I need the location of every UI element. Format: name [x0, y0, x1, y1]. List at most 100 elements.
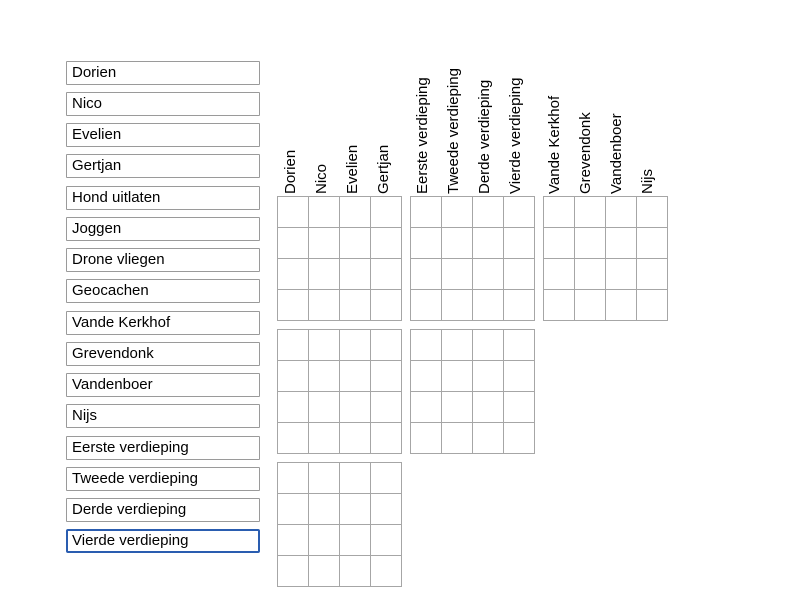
row-label-vandenboer[interactable]: Vandenboer: [66, 373, 260, 397]
grid-cell[interactable]: [411, 330, 442, 361]
row-label-nico[interactable]: Nico: [66, 92, 260, 116]
grid-cell[interactable]: [278, 361, 309, 392]
grid-cell[interactable]: [371, 259, 402, 290]
grid-cell[interactable]: [309, 259, 340, 290]
grid-cell[interactable]: [278, 330, 309, 361]
grid-cell[interactable]: [340, 463, 371, 494]
grid-cell[interactable]: [309, 290, 340, 321]
grid-cell[interactable]: [278, 290, 309, 321]
grid-cell[interactable]: [504, 228, 535, 259]
grid-cell[interactable]: [637, 228, 668, 259]
row-label-eerste-verdieping[interactable]: Eerste verdieping: [66, 436, 260, 460]
grid-cell[interactable]: [473, 423, 504, 454]
grid-cell[interactable]: [309, 494, 340, 525]
row-label-vande-kerkhof[interactable]: Vande Kerkhof: [66, 311, 260, 335]
grid-cell[interactable]: [544, 197, 575, 228]
grid-cell[interactable]: [637, 290, 668, 321]
grid-cell[interactable]: [340, 228, 371, 259]
grid-cell[interactable]: [309, 197, 340, 228]
grid-cell[interactable]: [340, 525, 371, 556]
grid-cell[interactable]: [340, 423, 371, 454]
grid-cell[interactable]: [473, 290, 504, 321]
grid-cell[interactable]: [309, 361, 340, 392]
grid-cell[interactable]: [278, 228, 309, 259]
grid-cell[interactable]: [473, 259, 504, 290]
grid-cell[interactable]: [606, 228, 637, 259]
grid-cell[interactable]: [504, 361, 535, 392]
grid-cell[interactable]: [504, 259, 535, 290]
grid-cell[interactable]: [371, 463, 402, 494]
grid-cell[interactable]: [340, 361, 371, 392]
row-label-grevendonk[interactable]: Grevendonk: [66, 342, 260, 366]
grid-cell[interactable]: [411, 392, 442, 423]
row-label-drone-vliegen[interactable]: Drone vliegen: [66, 248, 260, 272]
grid-cell[interactable]: [504, 290, 535, 321]
grid-cell[interactable]: [309, 228, 340, 259]
grid-cell[interactable]: [442, 330, 473, 361]
grid-cell[interactable]: [340, 290, 371, 321]
row-label-tweede-verdieping[interactable]: Tweede verdieping: [66, 467, 260, 491]
row-label-vierde-verdieping[interactable]: Vierde verdieping: [66, 529, 260, 553]
row-label-dorien[interactable]: Dorien: [66, 61, 260, 85]
grid-cell[interactable]: [411, 361, 442, 392]
grid-cell[interactable]: [544, 290, 575, 321]
grid-cell[interactable]: [606, 259, 637, 290]
grid-cell[interactable]: [340, 392, 371, 423]
grid-cell[interactable]: [606, 290, 637, 321]
grid-cell[interactable]: [442, 392, 473, 423]
grid-cell[interactable]: [278, 463, 309, 494]
grid-cell[interactable]: [340, 494, 371, 525]
grid-cell[interactable]: [371, 525, 402, 556]
row-label-nijs[interactable]: Nijs: [66, 404, 260, 428]
grid-cell[interactable]: [278, 259, 309, 290]
grid-cell[interactable]: [340, 259, 371, 290]
grid-cell[interactable]: [442, 361, 473, 392]
grid-cell[interactable]: [411, 197, 442, 228]
grid-cell[interactable]: [544, 259, 575, 290]
grid-cell[interactable]: [371, 556, 402, 587]
grid-cell[interactable]: [278, 392, 309, 423]
row-label-geocachen[interactable]: Geocachen: [66, 279, 260, 303]
grid-cell[interactable]: [340, 197, 371, 228]
grid-cell[interactable]: [278, 494, 309, 525]
grid-cell[interactable]: [473, 361, 504, 392]
grid-cell[interactable]: [473, 197, 504, 228]
grid-cell[interactable]: [309, 330, 340, 361]
grid-cell[interactable]: [504, 197, 535, 228]
grid-cell[interactable]: [411, 228, 442, 259]
grid-cell[interactable]: [278, 525, 309, 556]
grid-cell[interactable]: [371, 197, 402, 228]
grid-cell[interactable]: [278, 556, 309, 587]
grid-cell[interactable]: [606, 197, 637, 228]
grid-cell[interactable]: [442, 259, 473, 290]
grid-cell[interactable]: [371, 330, 402, 361]
grid-cell[interactable]: [473, 392, 504, 423]
grid-cell[interactable]: [309, 463, 340, 494]
grid-cell[interactable]: [278, 197, 309, 228]
grid-cell[interactable]: [371, 392, 402, 423]
grid-cell[interactable]: [575, 197, 606, 228]
row-label-evelien[interactable]: Evelien: [66, 123, 260, 147]
grid-cell[interactable]: [309, 525, 340, 556]
grid-cell[interactable]: [278, 423, 309, 454]
grid-cell[interactable]: [504, 423, 535, 454]
row-label-gertjan[interactable]: Gertjan: [66, 154, 260, 178]
row-label-derde-verdieping[interactable]: Derde verdieping: [66, 498, 260, 522]
grid-cell[interactable]: [637, 259, 668, 290]
grid-cell[interactable]: [309, 556, 340, 587]
grid-cell[interactable]: [575, 259, 606, 290]
grid-cell[interactable]: [442, 197, 473, 228]
grid-cell[interactable]: [544, 228, 575, 259]
grid-cell[interactable]: [442, 290, 473, 321]
grid-cell[interactable]: [371, 361, 402, 392]
row-label-joggen[interactable]: Joggen: [66, 217, 260, 241]
grid-cell[interactable]: [371, 228, 402, 259]
grid-cell[interactable]: [371, 423, 402, 454]
grid-cell[interactable]: [340, 556, 371, 587]
grid-cell[interactable]: [411, 423, 442, 454]
grid-cell[interactable]: [442, 228, 473, 259]
grid-cell[interactable]: [637, 197, 668, 228]
grid-cell[interactable]: [371, 290, 402, 321]
grid-cell[interactable]: [473, 330, 504, 361]
grid-cell[interactable]: [442, 423, 473, 454]
